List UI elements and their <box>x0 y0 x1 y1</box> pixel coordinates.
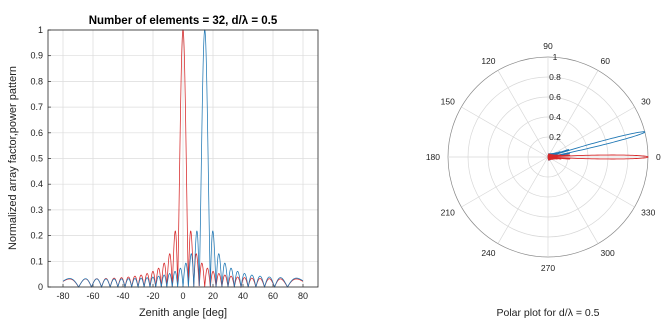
polar-spoke <box>547 156 635 208</box>
polar-spoke <box>497 70 549 158</box>
x-tick-label: 0 <box>180 291 185 301</box>
y-tick-label: 0.9 <box>30 51 43 61</box>
polar-spoke <box>547 106 635 158</box>
polar-angle-label: 90 <box>543 41 553 51</box>
polar-angle-label: 300 <box>601 248 615 258</box>
y-tick-label: 0.4 <box>30 179 43 189</box>
polar-angle-label: 180 <box>426 152 440 162</box>
polar-spoke <box>547 70 599 158</box>
polar-radius-label: 0.2 <box>549 132 561 142</box>
polar-chart: 0 30 60 90 120 150 180 210 240 270 300 330 0.2 0.4 0.6… <box>426 41 661 319</box>
chart-title: Number of elements = 32, d/λ = 0.5 <box>89 15 278 27</box>
y-tick-label: 0.2 <box>30 231 43 241</box>
x-tick-labels: -80 -60 -40 -20 0 20 40 60 80 <box>56 291 308 301</box>
polar-angle-label: 240 <box>481 248 495 258</box>
polar-spoke <box>461 156 549 208</box>
plot-frame <box>47 29 319 288</box>
polar-radius-label: 1 <box>553 52 558 62</box>
y-tick-label: 0.3 <box>30 205 43 215</box>
polar-angle-label: 270 <box>541 263 555 273</box>
x-tick-label: 80 <box>298 291 308 301</box>
y-tick-label: 0 <box>38 282 43 292</box>
x-tick-label: -20 <box>146 291 159 301</box>
x-tick-label: 40 <box>238 291 248 301</box>
x-tick-label: 60 <box>268 291 278 301</box>
polar-spoke <box>547 156 599 244</box>
polar-angle-label: 330 <box>641 208 655 218</box>
x-tick-label: -40 <box>116 291 129 301</box>
polar-angle-label: 120 <box>481 56 495 66</box>
y-tick-label: 0.8 <box>30 76 43 86</box>
polar-angle-label: 150 <box>441 97 455 107</box>
polar-angle-label: 30 <box>641 97 651 107</box>
polar-title: Polar plot for d/λ = 0.5 <box>496 307 599 319</box>
polar-spoke <box>461 106 549 158</box>
polar-radius-label: 0.4 <box>549 112 561 122</box>
y-tick-label: 0.5 <box>30 154 43 164</box>
polar-spoke <box>497 156 549 244</box>
polar-radius-label: 0.8 <box>549 72 561 82</box>
polar-series-lines <box>547 131 649 161</box>
y-tick-label: 1 <box>38 25 43 35</box>
polar-angle-label: 210 <box>441 208 455 218</box>
polar-angle-label: 60 <box>601 56 611 66</box>
polar-tick-labels: 0 30 60 90 120 150 180 210 240 270 300 330 0.2 0.4 0.6… <box>426 41 661 273</box>
y-tick-label: 0.1 <box>30 256 43 266</box>
y-tick-label: 0.7 <box>30 102 43 112</box>
y-tick-label: 0.6 <box>30 128 43 138</box>
polar-series-line-0 <box>547 153 649 161</box>
x-tick-label: -80 <box>56 291 69 301</box>
x-axis-label: Zenith angle [deg] <box>139 307 227 319</box>
y-tick-labels: 0 0.1 0.2 0.3 0.4 0.5 0.6 0.7 0.8 0.9 1 <box>30 25 43 292</box>
x-tick-label: -60 <box>86 291 99 301</box>
cartesian-chart: -80 -60 -40 -20 0 20 40 60 80 0 0.1 0.2 0.3 0.4 0.5 0.… <box>7 15 319 319</box>
x-tick-label: 20 <box>208 291 218 301</box>
polar-radius-label: 0.6 <box>549 92 561 102</box>
y-axis-label: Normalized array factor,power pattern <box>7 66 19 250</box>
polar-angle-label: 0 <box>656 152 661 162</box>
